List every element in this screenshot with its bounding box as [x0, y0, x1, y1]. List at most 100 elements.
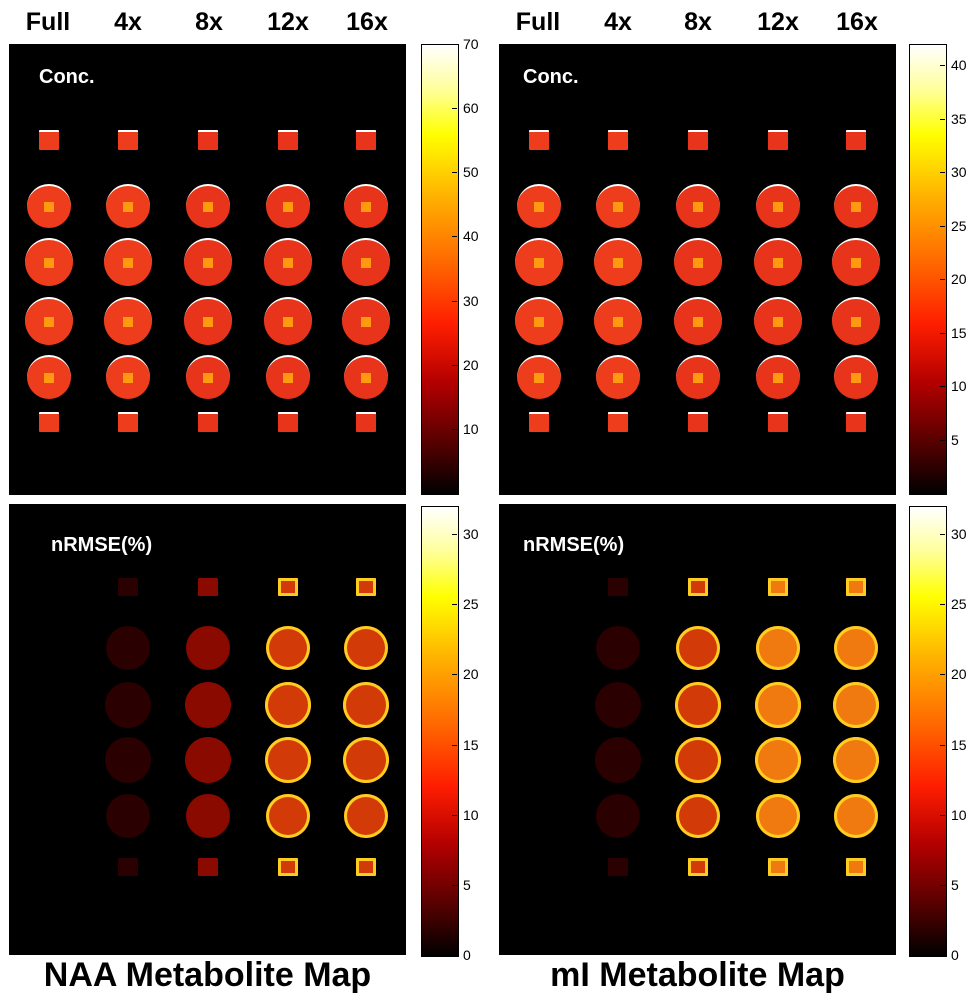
- error-region: [26, 682, 72, 728]
- mi-concentration-panel: Conc.: [499, 44, 896, 495]
- concentration-core: [773, 258, 783, 268]
- concentration-core: [361, 202, 371, 212]
- colorbar-tick-label: 60: [463, 100, 479, 117]
- colorbar-tick-label: 30: [463, 292, 479, 309]
- naa-map-title: NAA Metabolite Map: [43, 956, 372, 994]
- colorbar-tick-mark: [452, 604, 457, 606]
- column-label-16x: 16x: [346, 8, 388, 36]
- colorbar-tick-label: 70: [463, 36, 479, 52]
- concentration-core: [851, 258, 861, 268]
- colorbar-tick-label: 5: [463, 876, 471, 893]
- error-region: [26, 737, 72, 783]
- error-region: [833, 737, 879, 783]
- colorbar-tick-mark: [940, 225, 945, 227]
- error-region: [517, 794, 561, 838]
- error-region: [39, 578, 59, 596]
- colorbar-tick-mark: [452, 172, 457, 174]
- concentration-core: [44, 258, 54, 268]
- error-region: [688, 578, 708, 596]
- error-region: [529, 858, 549, 876]
- concentration-region: [846, 412, 866, 432]
- column-label-4x: 4x: [114, 8, 142, 36]
- concentration-region: [846, 130, 866, 150]
- error-region: [688, 858, 708, 876]
- error-region: [356, 858, 376, 876]
- error-region: [266, 794, 310, 838]
- column-label-8x: 8x: [195, 8, 223, 36]
- error-region: [198, 578, 218, 596]
- error-region: [595, 682, 641, 728]
- concentration-core: [123, 317, 133, 327]
- concentration-region: [529, 412, 549, 432]
- colorbar-tick-mark: [452, 955, 457, 956]
- column-label-full: Full: [25, 8, 71, 36]
- panel-label-nrmse: nRMSE(%): [523, 534, 625, 556]
- error-region: [265, 682, 311, 728]
- error-region: [676, 794, 720, 838]
- concentration-core: [123, 258, 133, 268]
- colorbar-tick-label: 10: [463, 420, 479, 437]
- colorbar-tick-mark: [940, 65, 945, 67]
- error-region: [516, 737, 562, 783]
- error-region: [833, 682, 879, 728]
- concentration-core: [203, 202, 213, 212]
- colorbar-tick-label: 25: [951, 217, 967, 234]
- concentration-core: [613, 373, 623, 383]
- colorbar-tick-label: 40: [951, 57, 967, 74]
- concentration-core: [361, 258, 371, 268]
- error-region: [185, 682, 231, 728]
- column-label-12x: 12x: [267, 8, 309, 36]
- colorbar-tick-mark: [940, 674, 945, 676]
- error-region: [105, 737, 151, 783]
- mi-error-colorbar: [909, 506, 947, 957]
- concentration-core: [693, 202, 703, 212]
- error-region: [834, 794, 878, 838]
- colorbar-tick-mark: [940, 884, 945, 886]
- colorbar-tick-label: 15: [951, 324, 967, 341]
- error-region: [198, 858, 218, 876]
- column-label-8x: 8x: [684, 8, 712, 36]
- colorbar-tick-label: 0: [951, 947, 959, 963]
- colorbar-tick-mark: [452, 674, 457, 676]
- colorbar-tick-mark: [452, 108, 457, 110]
- colorbar-tick-label: 50: [463, 164, 479, 181]
- concentration-region: [768, 130, 788, 150]
- column-label-16x: 16x: [836, 8, 878, 36]
- error-region: [756, 794, 800, 838]
- concentration-region: [529, 130, 549, 150]
- colorbar-tick-mark: [452, 814, 457, 816]
- error-region: [756, 626, 800, 670]
- error-region: [278, 858, 298, 876]
- colorbar-tick-mark: [940, 534, 945, 536]
- colorbar-tick-label: 30: [951, 526, 967, 543]
- colorbar-tick-mark: [940, 814, 945, 816]
- error-region: [529, 578, 549, 596]
- error-region: [186, 626, 230, 670]
- error-region: [846, 858, 866, 876]
- error-region: [755, 682, 801, 728]
- concentration-core: [283, 317, 293, 327]
- error-region: [755, 737, 801, 783]
- concentration-core: [613, 202, 623, 212]
- error-region: [106, 626, 150, 670]
- colorbar-tick-label: 20: [463, 666, 479, 683]
- error-region: [596, 626, 640, 670]
- concentration-region: [39, 412, 59, 432]
- concentration-core: [361, 373, 371, 383]
- concentration-core: [283, 202, 293, 212]
- concentration-region: [118, 412, 138, 432]
- concentration-core: [361, 317, 371, 327]
- error-region: [768, 858, 788, 876]
- error-region: [768, 578, 788, 596]
- colorbar-tick-label: 20: [463, 356, 479, 373]
- colorbar-tick-mark: [940, 118, 945, 120]
- error-region: [846, 578, 866, 596]
- error-region: [27, 794, 71, 838]
- concentration-core: [44, 202, 54, 212]
- concentration-core: [773, 317, 783, 327]
- colorbar-tick-mark: [940, 332, 945, 334]
- mi-map-title: mI Metabolite Map: [550, 956, 845, 994]
- concentration-core: [693, 373, 703, 383]
- error-region: [608, 858, 628, 876]
- error-region: [356, 578, 376, 596]
